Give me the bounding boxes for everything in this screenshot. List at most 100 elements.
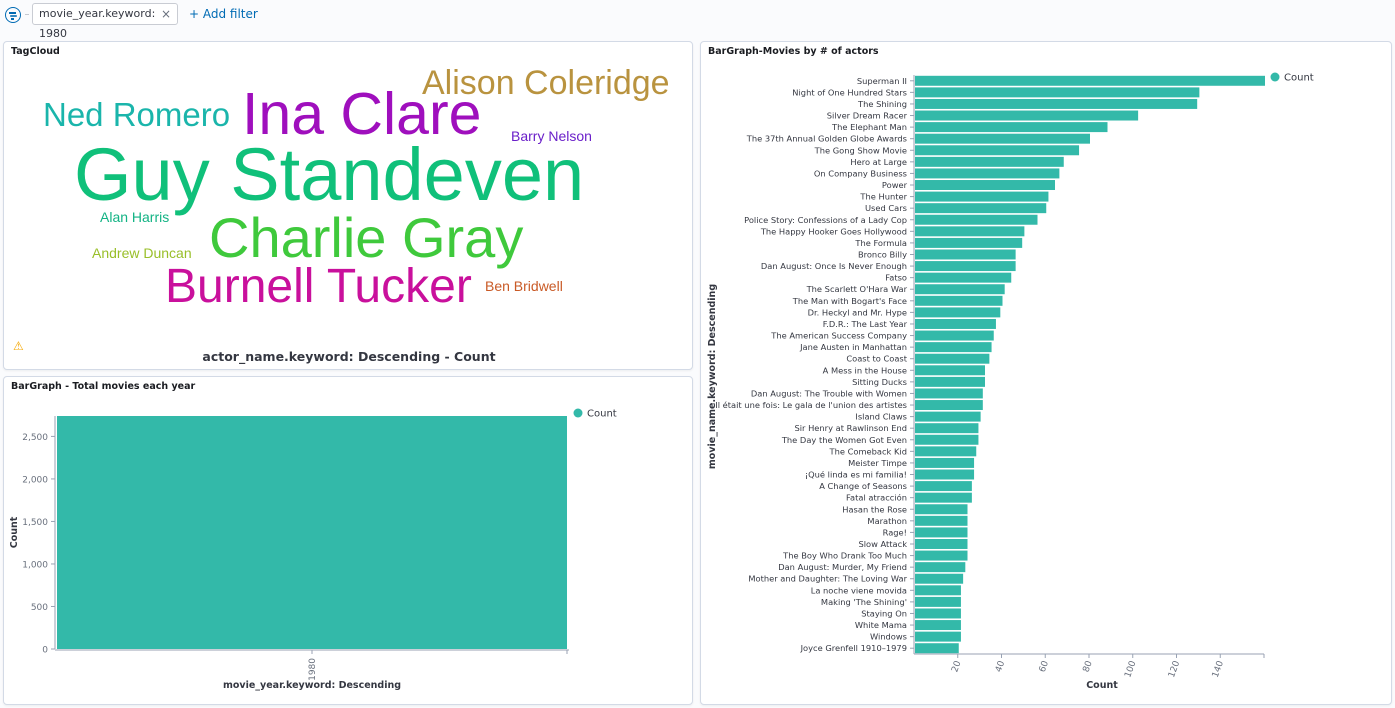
bar bbox=[915, 620, 961, 631]
bar bbox=[915, 573, 964, 584]
bar bbox=[915, 168, 1060, 179]
bar bbox=[915, 110, 1139, 121]
bar bbox=[915, 87, 1200, 98]
bar bbox=[915, 249, 1016, 260]
bar bbox=[915, 434, 979, 445]
bar bbox=[915, 98, 1198, 109]
bar bbox=[915, 133, 1090, 144]
bar bbox=[915, 608, 961, 619]
y-tick-label: Meister Timpe bbox=[848, 458, 907, 468]
y-tick-label: 1,000 bbox=[22, 560, 48, 570]
tag-word[interactable]: Alison Coleridge bbox=[422, 64, 670, 102]
filter-divider bbox=[25, 14, 29, 15]
filter-pill[interactable]: movie_year.keyword: 1980 × bbox=[32, 3, 178, 40]
legend-label: Count bbox=[1284, 73, 1314, 84]
bar bbox=[915, 353, 990, 364]
y-tick-label: The Shining bbox=[857, 99, 907, 109]
bar bbox=[915, 446, 977, 457]
y-tick-label: Power bbox=[882, 180, 908, 190]
legend-label: Count bbox=[587, 409, 617, 420]
y-tick-label: Silver Dream Racer bbox=[827, 111, 908, 121]
bar bbox=[915, 504, 968, 515]
tagcloud-caption: actor_name.keyword: Descending - Count bbox=[202, 349, 496, 364]
bar bbox=[915, 261, 1016, 272]
panel-title: TagCloud bbox=[11, 46, 60, 57]
y-tick-label: Slow Attack bbox=[858, 539, 907, 549]
bar bbox=[915, 539, 968, 549]
actors-chart-panel: BarGraph-Movies by # of actors Superman … bbox=[700, 41, 1392, 705]
x-tick-label: 100 bbox=[1123, 659, 1138, 679]
tag-word[interactable]: Alan Harris bbox=[100, 209, 170, 225]
y-tick-label: Sir Henry at Rawlinson End bbox=[794, 423, 907, 433]
y-tick-label: The American Success Company bbox=[770, 331, 907, 341]
bar bbox=[915, 180, 1055, 190]
x-tick-label: 120 bbox=[1167, 659, 1182, 679]
bar bbox=[915, 562, 966, 573]
tag-word[interactable]: Ben Bridwell bbox=[485, 278, 563, 294]
y-tick-label: Dan August: The Trouble with Women bbox=[751, 388, 907, 398]
y-tick-label: The Gong Show Movie bbox=[814, 145, 907, 155]
y-axis-title: movie_name.keyword: Descending bbox=[707, 284, 718, 469]
y-tick-label: La noche viene movida bbox=[811, 585, 907, 595]
bar bbox=[915, 330, 994, 341]
panel-title: BarGraph - Total movies each year bbox=[11, 381, 196, 392]
bar bbox=[915, 527, 968, 538]
y-tick-label: Mother and Daughter: The Loving War bbox=[748, 574, 907, 584]
y-tick-label: Sitting Ducks bbox=[852, 377, 907, 387]
tag-word[interactable]: Guy Standeven bbox=[74, 133, 585, 216]
y-tick-label: Coast to Coast bbox=[846, 354, 907, 364]
x-tick-label: 60 bbox=[1038, 659, 1051, 673]
bar bbox=[915, 75, 1265, 86]
add-filter-button[interactable]: + Add filter bbox=[189, 7, 258, 21]
bar bbox=[915, 284, 1005, 295]
y-tick-label: Il était une fois: Le gala de l'union de… bbox=[715, 400, 907, 410]
y-tick-label: Superman II bbox=[857, 76, 907, 86]
close-icon[interactable]: × bbox=[160, 7, 171, 21]
y-tick-label: Rage! bbox=[883, 527, 907, 537]
bar bbox=[915, 203, 1047, 214]
panel-title: BarGraph-Movies by # of actors bbox=[708, 46, 879, 57]
filter-icon[interactable] bbox=[5, 7, 21, 23]
legend-marker bbox=[1270, 72, 1280, 82]
y-tick-label: On Company Business bbox=[814, 168, 907, 178]
bar bbox=[915, 145, 1080, 156]
filter-bar: movie_year.keyword: 1980 × + Add filter bbox=[0, 0, 1395, 40]
y-tick-label: White Mama bbox=[855, 620, 907, 630]
y-tick-label: The Day the Women Got Even bbox=[781, 435, 907, 445]
y-tick-label: The Happy Hooker Goes Hollywood bbox=[760, 226, 907, 236]
bar bbox=[915, 272, 1012, 283]
y-tick-label: The Scarlett O'Hara War bbox=[806, 284, 908, 294]
bar bbox=[915, 457, 975, 468]
tag-word[interactable]: Burnell Tucker bbox=[165, 260, 472, 313]
x-tick-label: 140 bbox=[1211, 659, 1226, 679]
bar bbox=[915, 191, 1049, 202]
y-tick-label: A Mess in the House bbox=[823, 365, 907, 375]
bar bbox=[915, 400, 983, 411]
y-tick-label: The Formula bbox=[854, 238, 907, 248]
x-axis-title: movie_year.keyword: Descending bbox=[223, 680, 401, 691]
warning-icon[interactable]: ⚠ bbox=[13, 339, 24, 353]
tag-word[interactable]: Charlie Gray bbox=[209, 206, 524, 269]
year-bar-chart: 0 500 1,000 1,500 2,000 2,500 1980movie_year.k… bbox=[9, 408, 617, 691]
bar bbox=[915, 515, 968, 526]
filter-pill-label: movie_year.keyword: 1980 bbox=[39, 7, 156, 40]
y-tick-label: 0 bbox=[42, 646, 48, 656]
bar bbox=[915, 481, 972, 492]
x-tick-label: 1980 bbox=[308, 658, 318, 681]
tag-word[interactable]: Ned Romero bbox=[43, 96, 231, 133]
bar bbox=[915, 596, 961, 607]
tag-word[interactable]: Barry Nelson bbox=[511, 128, 592, 144]
tag-word[interactable]: Ina Clare bbox=[242, 81, 482, 147]
bar bbox=[915, 122, 1108, 133]
y-tick-label: Dan August: Murder, My Friend bbox=[778, 562, 907, 572]
x-tick-label: 20 bbox=[950, 659, 963, 673]
bar bbox=[57, 416, 567, 649]
bar bbox=[915, 318, 996, 329]
y-tick-label: Windows bbox=[870, 632, 907, 642]
bar bbox=[915, 643, 959, 654]
y-tick-label: Joyce Grenfell 1910–1979 bbox=[800, 643, 907, 653]
y-tick-label: Fatal atracción bbox=[846, 493, 907, 503]
bar bbox=[915, 156, 1064, 167]
tag-word[interactable]: Andrew Duncan bbox=[92, 245, 192, 261]
